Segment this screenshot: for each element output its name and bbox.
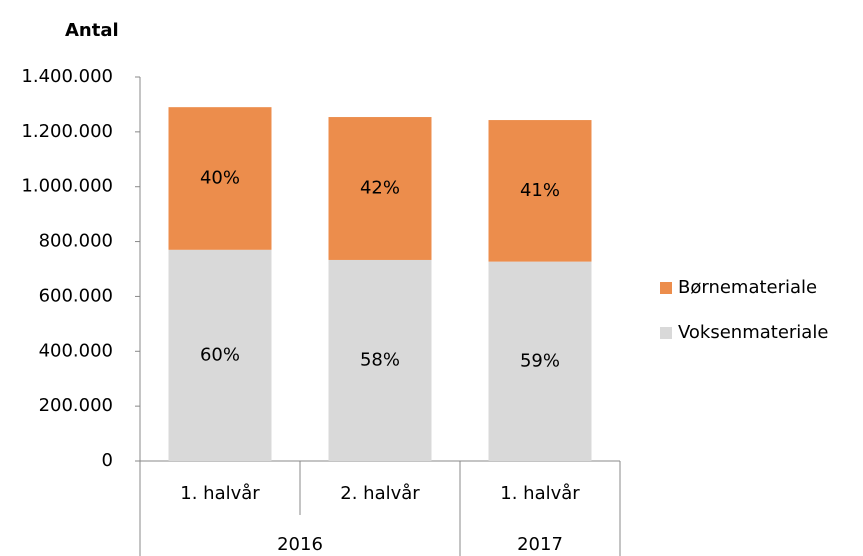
bar-segment [168,107,272,250]
bar-segment [488,120,592,262]
group-label: 2017 [517,534,563,555]
y-tick-label: 1.200.000 [21,121,113,142]
x-tick-label: 1. halvår [180,483,260,504]
legend-label: Børnemateriale [678,277,817,298]
x-tick-label: 1. halvår [500,483,580,504]
legend-label: Voksenmateriale [678,322,828,343]
y-tick-label: 0 [102,450,113,471]
legend-swatch [660,282,672,294]
x-tick-label: 2. halvår [340,483,420,504]
y-tick-label: 200.000 [39,395,113,416]
data-label: 58% [360,349,400,370]
data-label: 41% [520,180,560,201]
chart-title: Antal [65,20,119,41]
bar-segment [328,259,432,461]
group-label: 2016 [277,534,323,555]
data-label: 60% [200,344,240,365]
y-tick-label: 1.400.000 [21,66,113,87]
y-tick-label: 600.000 [39,285,113,306]
bar-segment [328,117,432,260]
data-label: 59% [520,350,560,371]
bar-segment [168,249,272,461]
y-tick-label: 800.000 [39,231,113,252]
data-label: 40% [200,167,240,188]
bar-segment [488,261,592,461]
data-label: 42% [360,177,400,198]
y-tick-label: 400.000 [39,340,113,361]
legend-swatch [660,327,672,339]
y-tick-label: 1.000.000 [21,176,113,197]
